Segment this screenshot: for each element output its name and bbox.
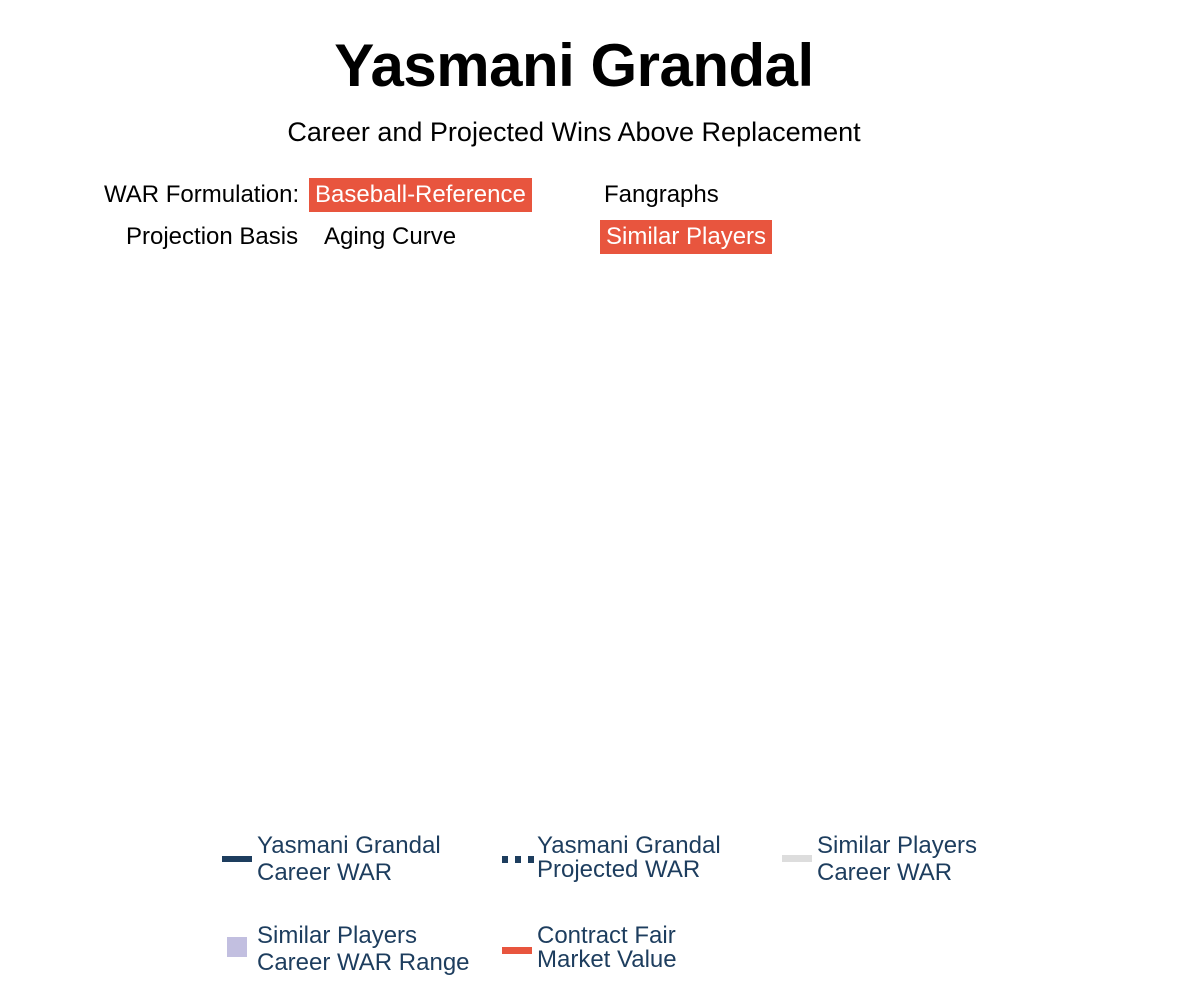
option-aging-curve[interactable]: Aging Curve [324,223,457,250]
legend-item-projected-war: Yasmani Grandal Projected WAR [502,834,762,894]
legend-item-similar-war-range: Similar Players Career WAR Range [222,922,482,982]
legend-text: Similar Players Career WAR Range [257,922,470,976]
legend-line-1: Similar Players [257,922,418,949]
option-baseball-reference[interactable]: Baseball-Reference [309,178,532,212]
legend-line-1: Yasmani Grandal [537,832,721,859]
war-formulation-label: WAR Formulation: [104,181,300,208]
gray-line-swatch-icon [782,855,812,862]
dotted-line-swatch-icon [502,856,534,863]
legend-line-2: Market Value [537,946,677,973]
square-swatch-icon [227,937,247,957]
legend-item-similar-career-war: Similar Players Career WAR [782,832,1042,892]
legend-line-1: Similar Players [817,832,978,859]
legend-line-1: Contract Fair [537,922,676,949]
legend-line-2: Career WAR [257,859,393,886]
option-fangraphs[interactable]: Fangraphs [604,181,719,208]
legend-text: Yasmani Grandal Projected WAR [537,834,721,882]
page-subtitle: Career and Projected Wins Above Replacem… [287,117,861,147]
solid-line-swatch-icon [222,856,252,862]
legend-line-1: Yasmani Grandal [257,832,441,859]
legend-text: Yasmani Grandal Career WAR [257,832,441,886]
legend-line-2: Career WAR [817,859,953,886]
page-title: Yasmani Grandal [334,32,814,99]
legend-line-2: Projected WAR [537,856,701,883]
chart-area [100,270,1100,810]
projection-basis-label: Projection Basis [126,223,299,250]
legend-line-2: Career WAR Range [257,949,470,976]
red-line-swatch-icon [502,947,532,954]
legend-text: Similar Players Career WAR [817,832,977,886]
legend-item-contract-value: Contract Fair Market Value [502,924,762,984]
legend-item-career-war: Yasmani Grandal Career WAR [222,832,482,892]
option-similar-players[interactable]: Similar Players [600,220,773,254]
legend-text: Contract Fair Market Value [537,924,677,972]
